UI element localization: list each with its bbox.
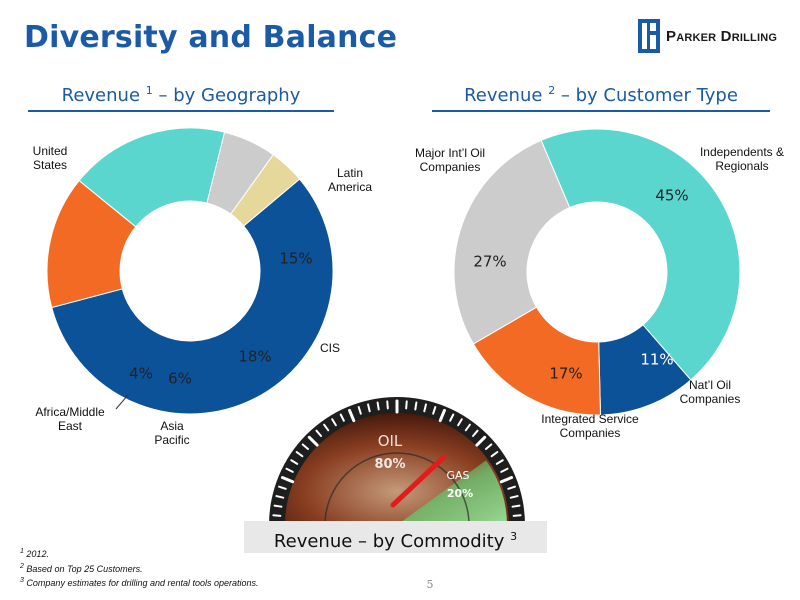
data-label-independents-regionals: 45% [655,187,688,205]
category-label-nat-l-oil-companies: Nat’l Oil Companies [680,378,741,406]
data-label-major-int-l-oil-companies: 27% [473,253,506,271]
slice-independents-regionals [540,128,741,381]
data-label-latin-america: 15% [279,250,312,268]
footnote-2: 2 Based on Top 25 Customers. [20,562,143,574]
customer-title-prefix: Revenue [464,85,549,106]
category-label-asia-pacific: Asia Pacific [154,419,189,447]
data-label-africa-middle-east: 4% [129,365,153,383]
geography-title-suffix: – by Geography [152,85,301,106]
customer-donut: 45% Independents & Regionals 11% Nat’l Oil Co… [415,128,784,440]
geography-title-sup: 1 [145,84,153,97]
data-label-cis: 18% [238,348,271,366]
leader-line-africa-middle-east [115,394,129,410]
category-label-latin-america: Latin America [328,166,372,194]
data-label-asia-pacific: 6% [168,370,192,388]
footnote-3: 3 Company estimates for drilling and ren… [20,577,259,588]
slice-major-int-l-oil-companies [453,139,571,345]
commodity-gauge: OIL 80% GAS 20% [269,397,525,527]
slice-integrated-service-companies [472,306,602,416]
gauge-oil-label: OIL [378,432,403,450]
data-label-nat-l-oil-companies: 11% [640,351,673,369]
logo-text: Parker Drilling [666,27,778,45]
geography-chart-title: Revenue 1 – by Geography [28,84,334,112]
customer-chart-title: Revenue 2 – by Customer Type [432,84,770,112]
category-label-major-int-l-oil-companies: Major Int’l Oil Companies [415,146,485,174]
category-label-africa-middle-east: Africa/Middle East [35,405,105,433]
category-label-independents-regionals: Independents & Regionals [700,145,784,173]
commodity-title-prefix: Revenue – by Commodity [273,531,511,552]
category-label-cis: CIS [320,341,340,355]
gauge-gas-region [397,460,507,525]
company-logo: Parker Drilling [638,18,777,54]
footnote-1: 1 2012. [20,548,49,559]
category-label-integrated-service-companies: Integrated Service Companies [541,412,639,440]
page-title: Diversity and Balance [24,20,398,55]
data-label-integrated-service-companies: 17% [549,365,582,383]
footnotes: 1 2012. 2 Based on Top 25 Customers. 3 C… [20,546,259,590]
gauge-gas-label: GAS [446,469,469,482]
parker-logo-icon [638,19,660,53]
gauge-needle [390,454,447,508]
slice-united-states [51,178,334,415]
page-number: 5 [426,578,434,591]
commodity-chart-title: Revenue – by Commodity 3 [244,521,547,553]
gauge-oil-value: 80% [374,457,405,472]
category-label-united-states: United States [33,144,68,172]
geography-donut: 57%UnitedStates15%LatinAmerica18%CIS6%As… [33,127,372,447]
gauge-scale-arc [324,452,470,526]
geography-title-prefix: Revenue [61,85,146,106]
customer-title-sup: 2 [548,84,556,97]
customer-title-suffix: – by Customer Type [555,85,738,106]
commodity-title-sup: 3 [510,530,518,543]
slice-cis [78,127,226,228]
gauge-gas-value: 20% [447,487,473,500]
slice-africa-middle-east [230,154,301,227]
